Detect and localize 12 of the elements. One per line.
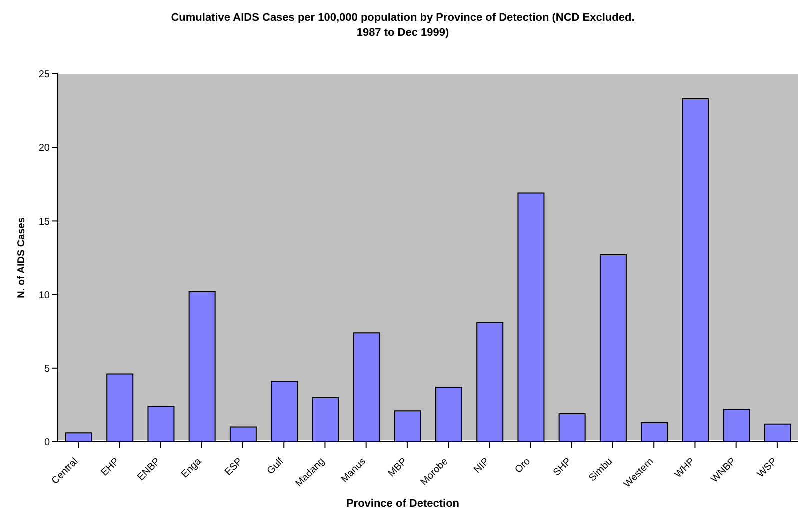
y-tick-label: 15 bbox=[38, 216, 50, 228]
x-tick-label: NIP bbox=[472, 456, 492, 476]
y-tick-label: 25 bbox=[38, 70, 50, 81]
x-axis-title: Province of Detection bbox=[345, 498, 461, 510]
chart-title: Cumulative AIDS Cases per 100,000 population by Province of Detection (NCD Excluded. 1987 to Dec 1999) bbox=[170, 11, 636, 41]
y-axis-title: N. of AIDS Cases bbox=[16, 218, 28, 298]
x-tick-label: Gulf bbox=[265, 456, 286, 478]
y-tick-label: 10 bbox=[38, 290, 50, 302]
y-tick-label: 5 bbox=[44, 364, 50, 375]
y-tick-label: 0 bbox=[44, 438, 50, 449]
x-tick-label: Oro bbox=[513, 456, 534, 476]
y-tick-label: 20 bbox=[38, 143, 50, 154]
